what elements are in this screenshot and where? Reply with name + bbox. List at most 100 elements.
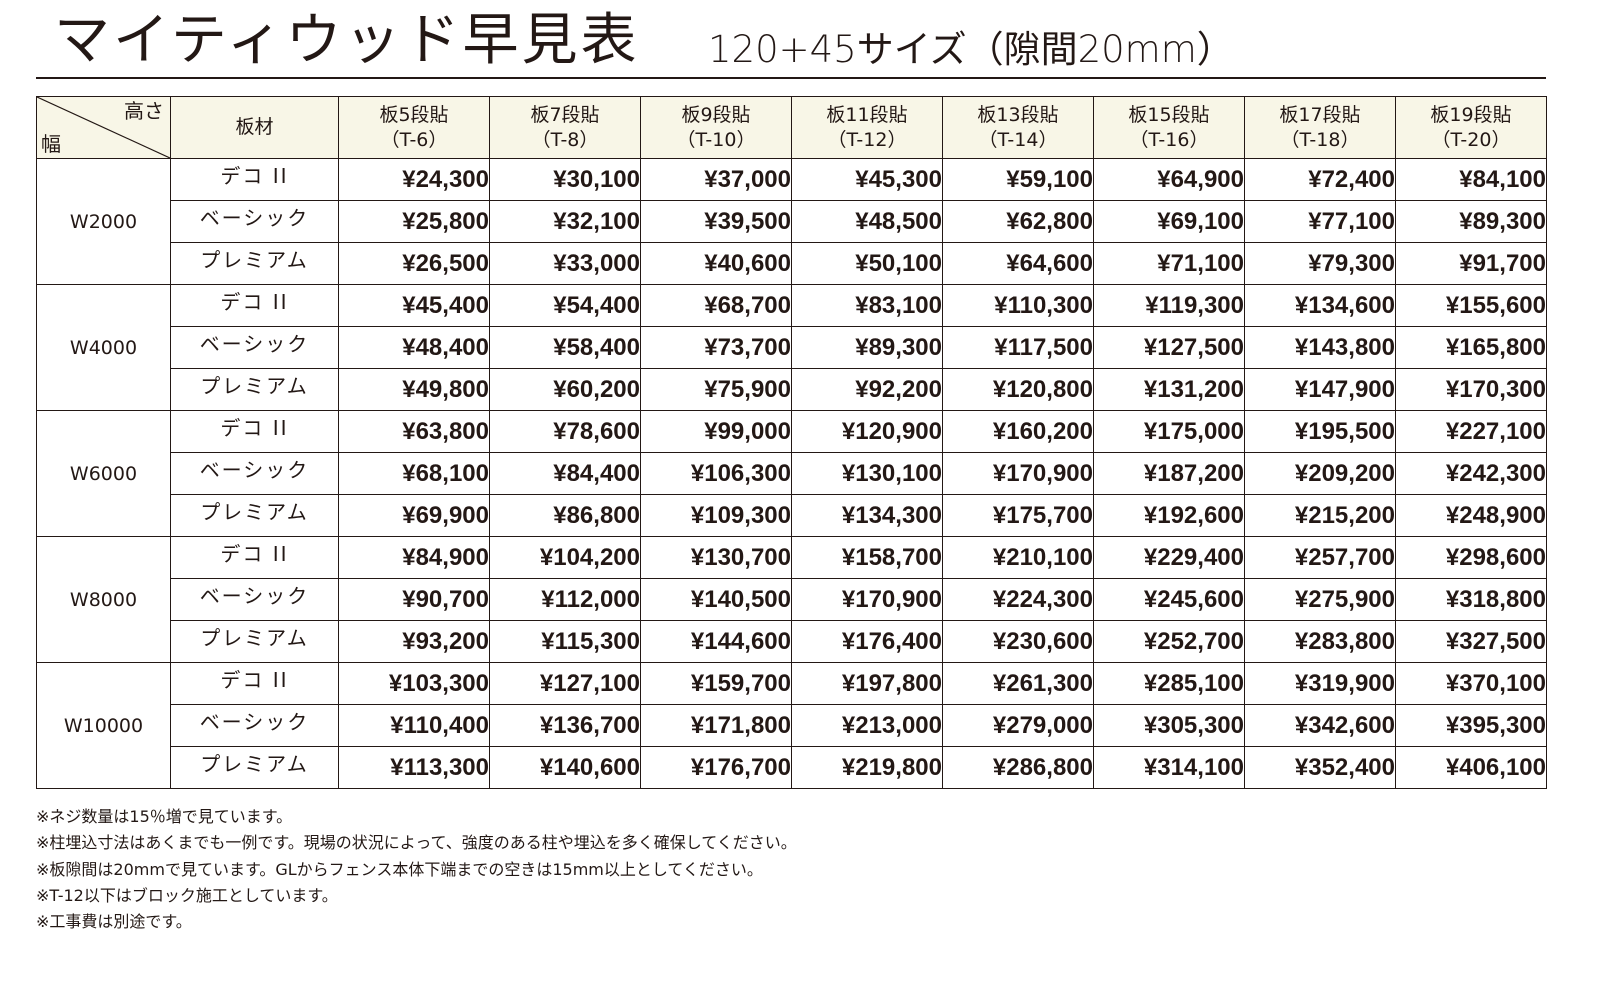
material-cell: ベーシック [170, 200, 339, 243]
price-cell: ¥45,300 [791, 158, 943, 201]
price-cell: ¥84,400 [489, 452, 641, 495]
price-cell: ¥165,800 [1395, 326, 1547, 369]
column-code: （T-14） [978, 128, 1058, 151]
price-cell: ¥140,500 [640, 578, 792, 621]
price-cell: ¥130,700 [640, 536, 792, 579]
price-cell: ¥242,300 [1395, 452, 1547, 495]
price-cell: ¥113,300 [338, 746, 490, 789]
material-cell: プレミアム [170, 242, 339, 285]
price-cell: ¥219,800 [791, 746, 943, 789]
price-cell: ¥48,500 [791, 200, 943, 243]
column-header: 板11段貼 （T-12） [791, 96, 943, 159]
price-cell: ¥197,800 [791, 662, 943, 705]
price-cell: ¥127,100 [489, 662, 641, 705]
price-cell: ¥115,300 [489, 620, 641, 663]
price-cell: ¥120,900 [791, 410, 943, 453]
column-label: 板19段貼 [1430, 103, 1512, 126]
price-cell: ¥257,700 [1244, 536, 1396, 579]
column-label: 板17段貼 [1279, 103, 1361, 126]
price-cell: ¥370,100 [1395, 662, 1547, 705]
price-cell: ¥68,100 [338, 452, 490, 495]
column-header: 板5段貼 （T-6） [338, 96, 490, 159]
price-cell: ¥77,100 [1244, 200, 1396, 243]
price-cell: ¥99,000 [640, 410, 792, 453]
price-cell: ¥187,200 [1093, 452, 1245, 495]
price-cell: ¥175,000 [1093, 410, 1245, 453]
table-row: W6000 デコ II ¥63,800 ¥78,600 ¥99,000 ¥120,900 ¥… [36, 410, 1547, 537]
price-cell: ¥298,600 [1395, 536, 1547, 579]
price-cell: ¥30,100 [489, 158, 641, 201]
material-cell: デコ II [170, 662, 339, 705]
price-cell: ¥120,800 [942, 368, 1094, 411]
price-cell: ¥252,700 [1093, 620, 1245, 663]
price-cell: ¥89,300 [791, 326, 943, 369]
price-cell: ¥24,300 [338, 158, 490, 201]
price-cell: ¥170,900 [791, 578, 943, 621]
column-label: 板15段貼 [1128, 103, 1210, 126]
price-cell: ¥131,200 [1093, 368, 1245, 411]
price-cell: ¥110,400 [338, 704, 490, 747]
table-row: W8000 デコ II ¥84,900 ¥104,200 ¥130,700 ¥158,70… [36, 536, 1547, 663]
price-cell: ¥78,600 [489, 410, 641, 453]
material-cell: プレミアム [170, 746, 339, 789]
price-cell: ¥64,600 [942, 242, 1094, 285]
column-code: （T-16） [1129, 128, 1209, 151]
corner-header-cell: 高さ 幅 [36, 96, 171, 159]
price-cell: ¥248,900 [1395, 494, 1547, 537]
table-row: ベーシック ¥110,400 ¥136,700 ¥171,800 ¥213,000 ¥27… [37, 704, 1547, 747]
price-cell: ¥224,300 [942, 578, 1094, 621]
price-cell: ¥155,600 [1395, 284, 1547, 327]
price-cell: ¥130,100 [791, 452, 943, 495]
price-table: 高さ 幅 板材 板5段貼 （T-6） 板7段貼 （T-8） 板9段貼 （T-10） 板… [36, 96, 1547, 789]
note-line: ※T-12以下はブロック施工としています。 [36, 885, 338, 905]
price-cell: ¥110,300 [942, 284, 1094, 327]
price-cell: ¥50,100 [791, 242, 943, 285]
price-cell: ¥93,200 [338, 620, 490, 663]
diagonal-divider-icon [37, 97, 170, 158]
price-cell: ¥72,400 [1244, 158, 1396, 201]
price-cell: ¥71,100 [1093, 242, 1245, 285]
price-cell: ¥134,300 [791, 494, 943, 537]
price-cell: ¥84,100 [1395, 158, 1547, 201]
price-cell: ¥59,100 [942, 158, 1094, 201]
price-cell: ¥279,000 [942, 704, 1094, 747]
table-row: プレミアム ¥49,800 ¥60,200 ¥75,900 ¥92,200 ¥120,80… [37, 368, 1547, 411]
table-row: ベーシック ¥68,100 ¥84,400 ¥106,300 ¥130,100 ¥170,… [37, 452, 1547, 495]
price-cell: ¥89,300 [1395, 200, 1547, 243]
price-cell: ¥58,400 [489, 326, 641, 369]
material-cell: デコ II [170, 158, 339, 201]
price-cell: ¥63,800 [338, 410, 490, 453]
table-row: プレミアム ¥93,200 ¥115,300 ¥144,600 ¥176,400 ¥230… [37, 620, 1547, 663]
price-cell: ¥283,800 [1244, 620, 1396, 663]
price-cell: ¥136,700 [489, 704, 641, 747]
price-cell: ¥91,700 [1395, 242, 1547, 285]
price-cell: ¥54,400 [489, 284, 641, 327]
column-code: （T-8） [531, 128, 599, 151]
price-cell: ¥73,700 [640, 326, 792, 369]
price-cell: ¥275,900 [1244, 578, 1396, 621]
table-row: ベーシック ¥48,400 ¥58,400 ¥73,700 ¥89,300 ¥117,50… [37, 326, 1547, 369]
column-label: 板13段貼 [977, 103, 1059, 126]
page-subtitle: 120+45サイズ（隙間20mm） [708, 28, 1234, 71]
width-cell: W6000 [36, 410, 171, 537]
table-row: ベーシック ¥25,800 ¥32,100 ¥39,500 ¥48,500 ¥62,800… [37, 200, 1547, 243]
price-cell: ¥176,700 [640, 746, 792, 789]
price-cell: ¥230,600 [942, 620, 1094, 663]
price-cell: ¥286,800 [942, 746, 1094, 789]
width-cell: W10000 [36, 662, 171, 789]
column-header: 板13段貼 （T-14） [942, 96, 1094, 159]
table-row: プレミアム ¥113,300 ¥140,600 ¥176,700 ¥219,800 ¥28… [37, 746, 1547, 789]
price-cell: ¥69,900 [338, 494, 490, 537]
price-cell: ¥68,700 [640, 284, 792, 327]
price-cell: ¥119,300 [1093, 284, 1245, 327]
column-header: 板17段貼 （T-18） [1244, 96, 1396, 159]
price-cell: ¥158,700 [791, 536, 943, 579]
price-cell: ¥90,700 [338, 578, 490, 621]
price-cell: ¥69,100 [1093, 200, 1245, 243]
price-cell: ¥49,800 [338, 368, 490, 411]
price-cell: ¥213,000 [791, 704, 943, 747]
price-cell: ¥159,700 [640, 662, 792, 705]
price-cell: ¥210,100 [942, 536, 1094, 579]
price-cell: ¥160,200 [942, 410, 1094, 453]
